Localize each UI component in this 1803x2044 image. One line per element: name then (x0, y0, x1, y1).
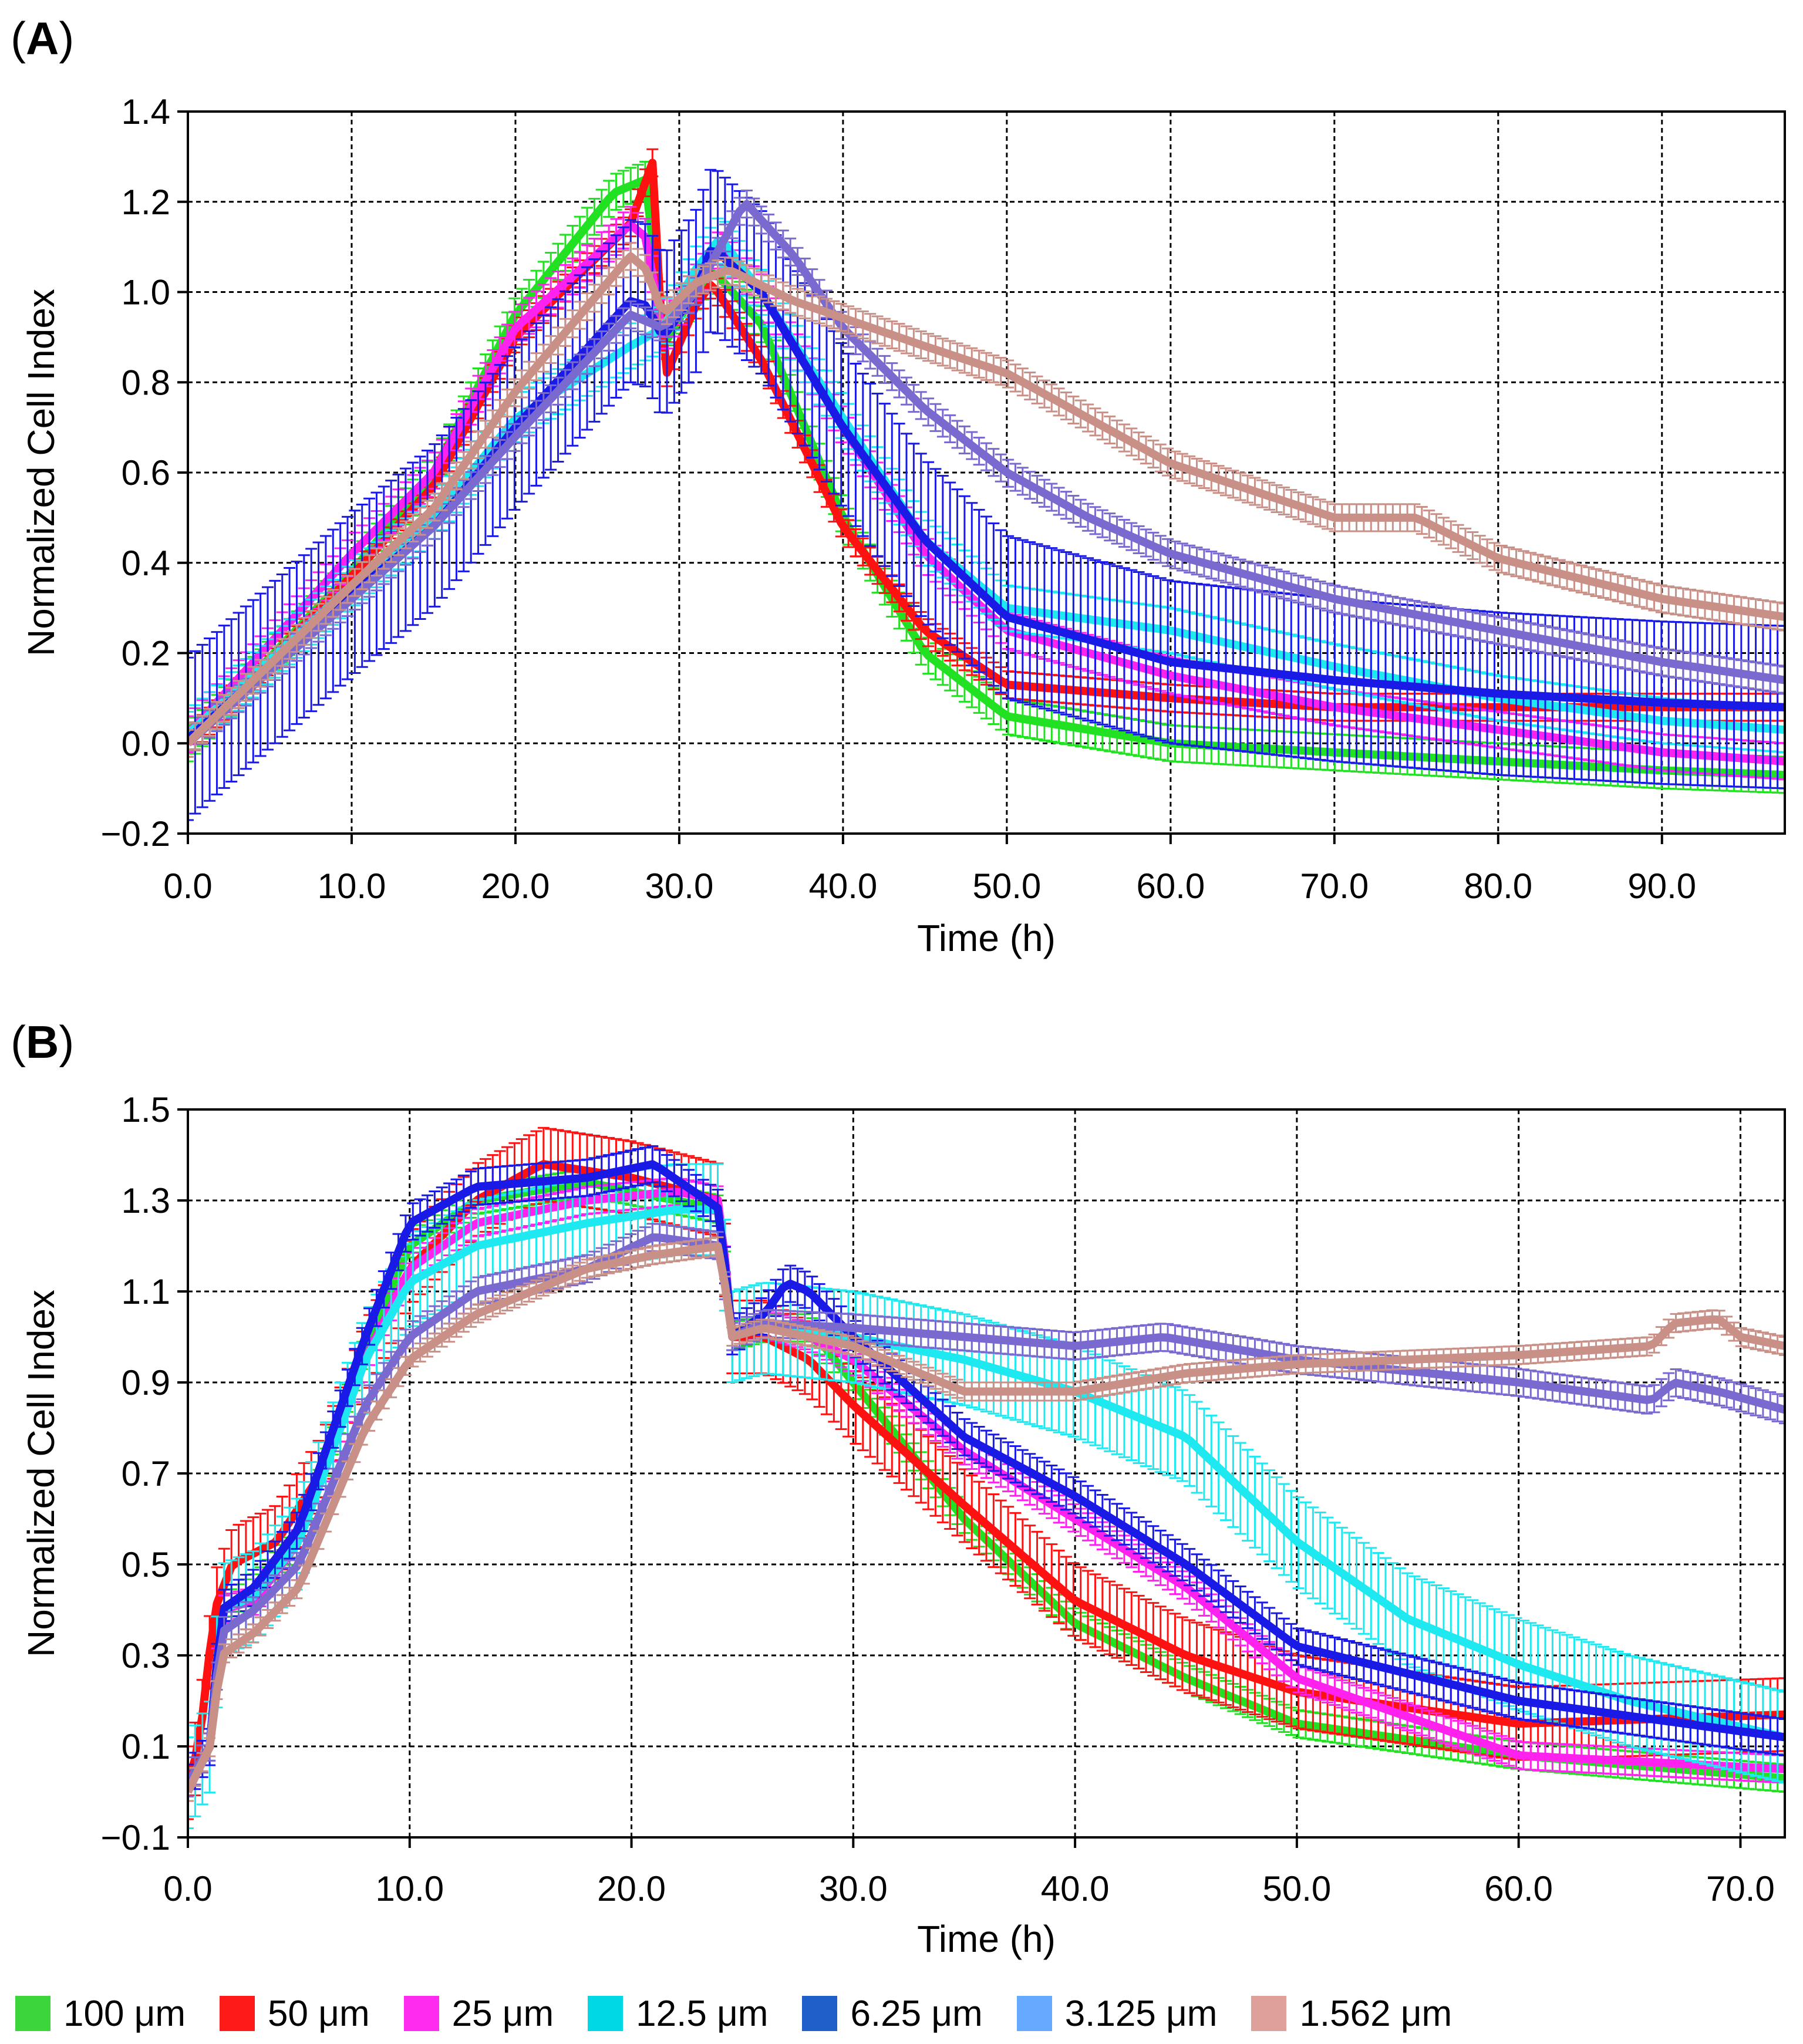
x-tick-label: 70.0 (1706, 1869, 1775, 1908)
chart-a: 0.0 10.0 20.0 30.0 40.0 50.0 60.0 70.0 80.0 90.0−… (20, 92, 1786, 959)
error-bar (1779, 755, 1785, 794)
legend-swatch (1251, 1996, 1287, 2031)
y-axis-label: Normalized Cell Index (20, 1290, 62, 1657)
legend-label: 100 μm (63, 1993, 186, 2034)
x-tick-label: 40.0 (1041, 1869, 1110, 1908)
legend-swatch (15, 1996, 50, 2031)
error-bar (188, 715, 194, 754)
y-tick-label: 0.7 (122, 1454, 170, 1493)
panel-label-b: (B) (11, 1016, 75, 1068)
error-bar (1779, 742, 1785, 781)
y-tick-label: 1.5 (122, 1090, 170, 1129)
panel-label-a: (A) (11, 12, 75, 64)
legend-label: 1.562 μm (1299, 1993, 1452, 2034)
legend-item: 25 μm (403, 1993, 554, 2035)
legend-swatch (220, 1996, 255, 2031)
y-tick-label: 0.9 (122, 1363, 170, 1402)
legend-label: 50 μm (268, 1993, 370, 2034)
y-tick-label: −0.1 (101, 1818, 170, 1857)
chart-b: 0.0 10.0 20.0 30.0 40.0 50.0 60.0 70.0 −0.1 0.1 0.… (20, 1090, 1786, 1960)
legend-label: 12.5 μm (636, 1993, 769, 2034)
legend-item: 6.25 μm (802, 1993, 983, 2035)
x-tick-label: 50.0 (1262, 1869, 1331, 1908)
legend-item: 100 μm (15, 1993, 186, 2035)
legend: 100 μm 50 μm 25 μm 12.5 μm 6.25 μm 3.125 μm 1.… (15, 1990, 1794, 2037)
x-tick-label: 30.0 (819, 1869, 888, 1908)
legend-swatch (1016, 1996, 1052, 2031)
y-tick-label: 0.3 (122, 1636, 170, 1675)
x-tick-label: 60.0 (1484, 1869, 1553, 1908)
x-axis-label: Time (h) (917, 1918, 1056, 1960)
plot-area (188, 1126, 1785, 1829)
legend-swatch (588, 1996, 624, 2031)
legend-item: 12.5 μm (588, 1993, 768, 2035)
y-tick-label: 0.1 (122, 1727, 170, 1766)
y-tick-label: 1.1 (122, 1272, 170, 1311)
legend-label: 25 μm (451, 1993, 554, 2034)
legend-label: 6.25 μm (850, 1993, 983, 2034)
legend-swatch (802, 1996, 838, 2031)
y-tick-label: 1.3 (122, 1181, 170, 1220)
legend-label: 3.125 μm (1064, 1993, 1218, 2034)
x-tick-label: 10.0 (375, 1869, 444, 1908)
legend-item: 3.125 μm (1016, 1993, 1218, 2035)
y-tick-label: 0.5 (122, 1545, 170, 1584)
legend-item: 50 μm (220, 1993, 370, 2035)
x-tick-label: 20.0 (597, 1869, 666, 1908)
error-bar (1779, 625, 1785, 790)
series-blue (188, 168, 1785, 821)
legend-swatch (403, 1996, 439, 2031)
plot-area (188, 148, 1785, 821)
x-tick-label: 0.0 (163, 1869, 212, 1908)
error-bar (188, 656, 194, 821)
legend-item: 1.562 μm (1251, 1993, 1452, 2035)
